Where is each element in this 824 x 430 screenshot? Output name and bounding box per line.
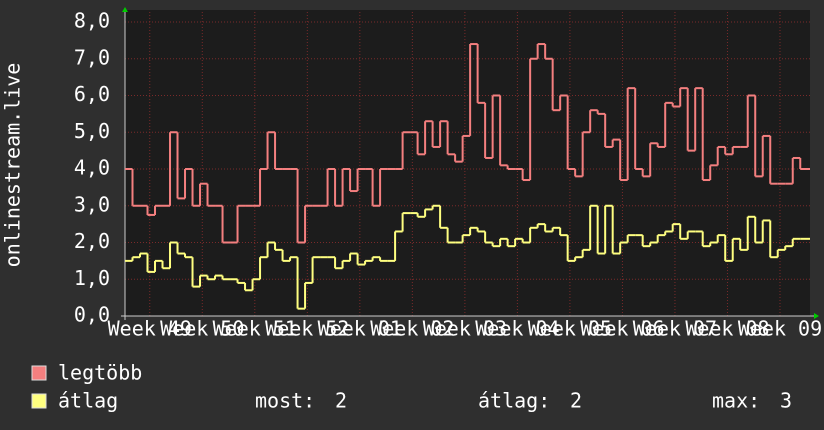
x-tick-label: Week 02 (370, 317, 454, 341)
legend-swatch (31, 365, 47, 381)
legend-swatch (31, 393, 47, 409)
y-tick-label: 8,0 (74, 9, 110, 33)
axis-arrow (122, 7, 128, 12)
x-tick-label: Week 01 (318, 317, 402, 341)
y-tick-label: 6,0 (74, 82, 110, 106)
stat-label: átlag: (478, 389, 550, 413)
y-tick-label: 2,0 (74, 229, 110, 253)
stat-label: max: (712, 389, 760, 413)
axis-arrow (814, 313, 819, 319)
stat-label: most: (255, 389, 315, 413)
y-tick-label: 1,0 (74, 266, 110, 290)
x-tick-label: Week 51 (213, 317, 297, 341)
y-tick-label: 0,0 (74, 303, 110, 327)
y-tick-label: 7,0 (74, 45, 110, 69)
x-tick-label: Week 09 (738, 317, 822, 341)
y-tick-label: 4,0 (74, 156, 110, 180)
x-tick-label: Week 06 (580, 317, 664, 341)
x-tick-label: Week 05 (528, 317, 612, 341)
x-tick-label: Week 07 (633, 317, 717, 341)
x-tick-label: Week 04 (475, 317, 559, 341)
stat-value: 3 (780, 389, 792, 413)
x-tick-label: Week 50 (160, 317, 244, 341)
stat-value: 2 (570, 389, 582, 413)
y-tick-label: 3,0 (74, 192, 110, 216)
plot-area (125, 10, 810, 316)
x-tick-label: Week 49 (108, 317, 192, 341)
stat-value: 2 (335, 389, 347, 413)
x-tick-label: Week 03 (423, 317, 507, 341)
x-tick-label: Week 52 (265, 317, 349, 341)
legend-label: átlag (58, 389, 118, 413)
step-riser (131, 205, 794, 309)
x-tick-label: Week 08 (685, 317, 769, 341)
y-tick-label: 5,0 (74, 119, 110, 143)
y-axis-label: onlinestream.live (1, 63, 25, 268)
legend-label: legtöbb (58, 361, 142, 385)
